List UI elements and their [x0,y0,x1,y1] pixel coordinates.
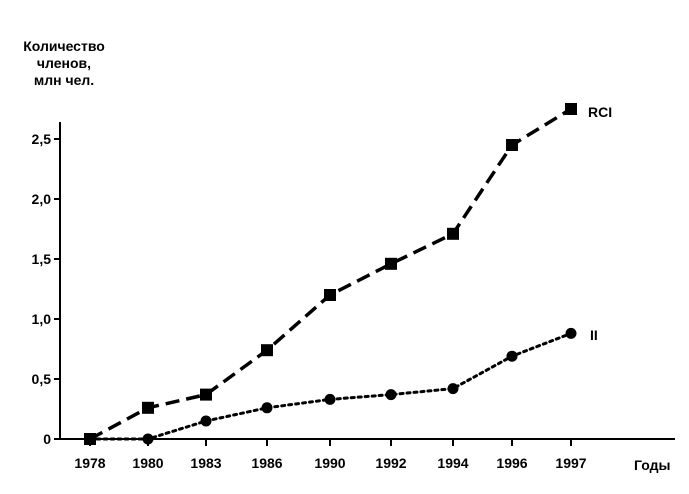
y-tick-label: 2,0 [32,191,52,207]
x-tick-label: 1986 [251,455,282,471]
y-tick-label: 0,5 [32,371,52,387]
x-tick-label: 1994 [437,455,468,471]
axes [59,122,675,440]
y-tick-label: 1,5 [32,251,52,267]
y-tick-label: 1,0 [32,311,52,327]
y-axis-title-line: млн чел. [34,72,94,88]
data-point [261,344,273,357]
x-tick-label: 1997 [555,455,586,471]
y-axis-title-line: Количество [23,38,105,54]
data-point [447,227,459,240]
data-point [261,402,273,414]
data-point [565,327,577,339]
data-point [324,393,336,405]
x-axis-ticks: 1978 1980 1983 1986 1990 1992 1994 1996 1997 [74,439,587,471]
data-point [142,433,154,445]
data-point [447,383,459,395]
data-point [385,389,397,401]
series-line [89,107,572,441]
series-line [88,331,573,441]
series-ii: II [84,327,598,445]
x-tick-label: 1992 [375,455,406,471]
y-tick-label: 2,5 [32,131,52,147]
series-label: RCI [588,104,612,120]
series-layer: RCI II [84,103,612,445]
x-tick-label: 1980 [132,455,163,471]
data-point [200,388,212,401]
data-point [565,103,577,115]
series-label: II [590,327,598,343]
y-axis-title-line: членов, [37,55,91,71]
data-point [506,350,518,362]
data-point [385,257,397,270]
x-axis-title: Годы [634,457,670,473]
data-point [506,139,518,151]
data-point [84,433,96,445]
y-axis-ticks: 0 0,5 1,0 1,5 2,0 2,5 [32,131,60,447]
x-tick-label: 1978 [74,455,105,471]
x-tick-label: 1990 [314,455,345,471]
y-tick-label: 0 [43,431,51,447]
x-tick-label: 1983 [190,455,221,471]
series-rci: RCI [84,103,612,445]
x-tick-label: 1996 [496,455,527,471]
data-point [200,415,212,427]
data-point [324,289,336,301]
data-point [142,401,154,414]
